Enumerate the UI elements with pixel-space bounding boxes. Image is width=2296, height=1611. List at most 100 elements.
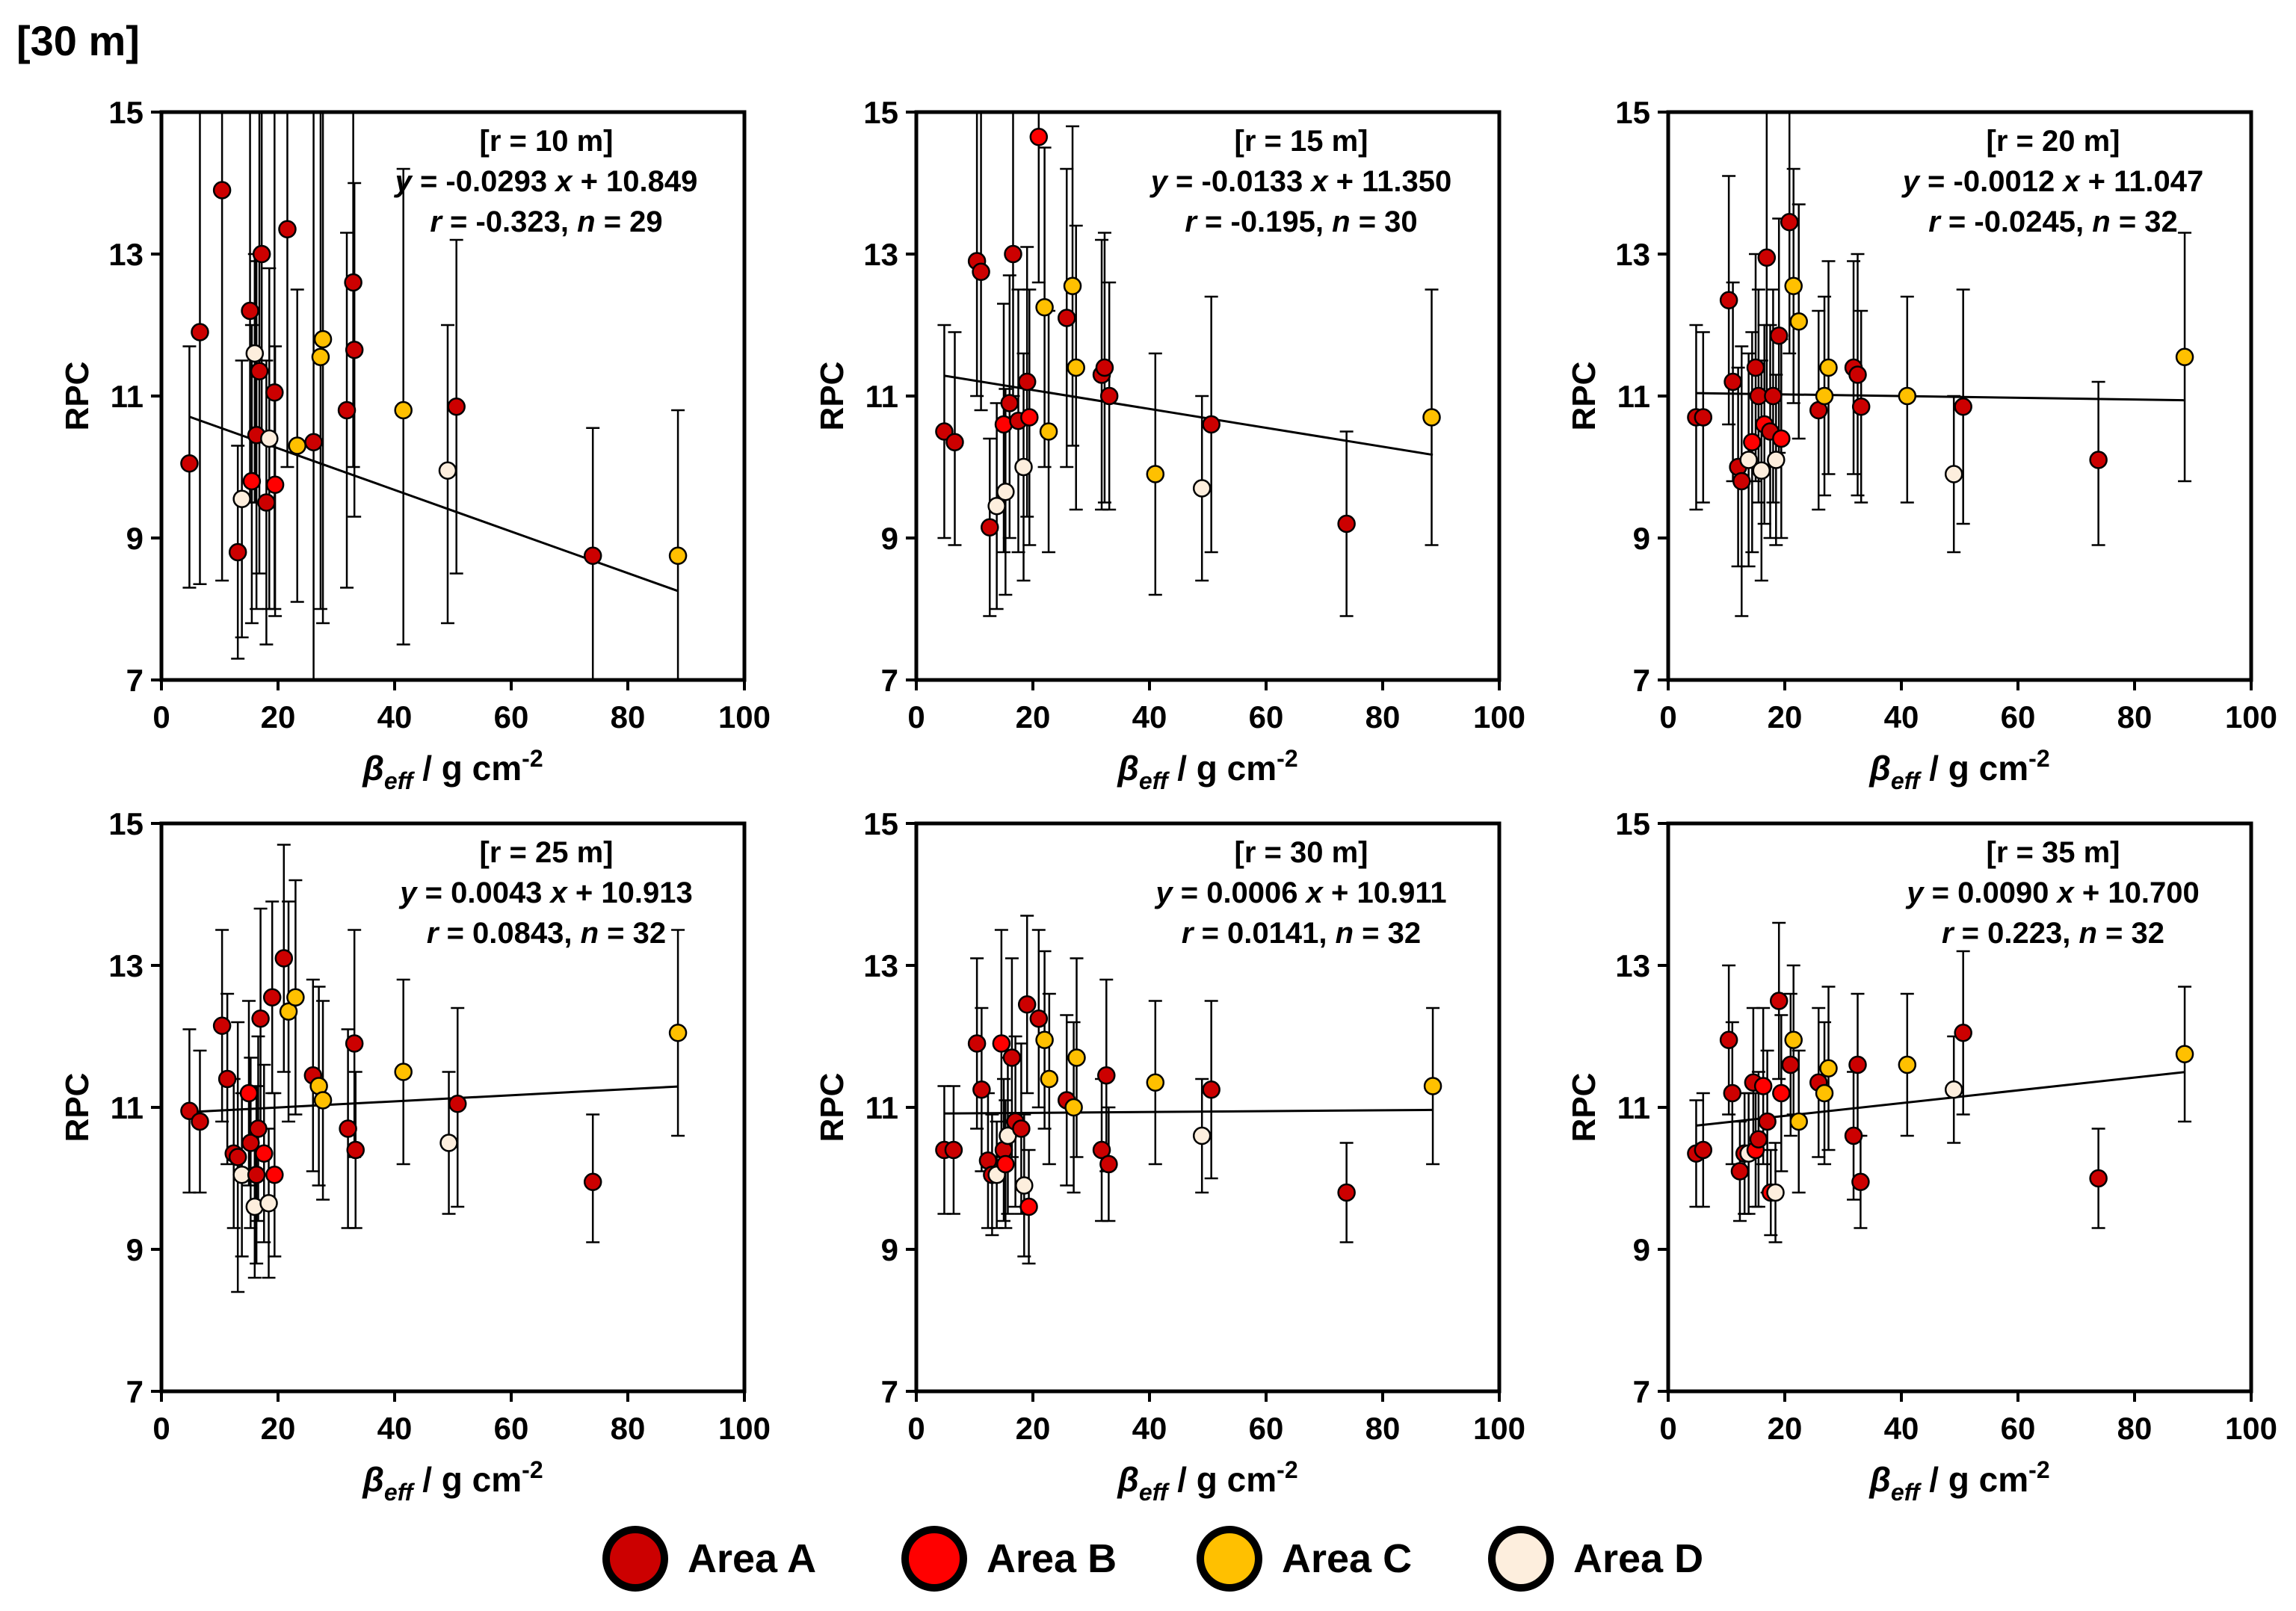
data-point-area-c — [1064, 1098, 1083, 1117]
data-point-area-c — [394, 1063, 413, 1081]
data-point-area-a — [1202, 415, 1220, 434]
data-point-area-a — [346, 1140, 365, 1160]
data-point-area-c — [2175, 347, 2194, 366]
data-point-area-a — [1017, 995, 1037, 1014]
data-point-area-a — [2089, 451, 2108, 469]
x-label-symbol: β — [1117, 1460, 1139, 1499]
data-point-area-a — [1954, 398, 1972, 416]
equation-intercept: + 10.700 — [2074, 876, 2200, 909]
data-point-area-a — [1202, 1080, 1220, 1099]
x-label-symbol: β — [362, 1460, 384, 1499]
data-point-area-b — [1019, 1197, 1038, 1216]
legend-marker — [610, 1533, 661, 1584]
data-point-area-b — [1772, 1083, 1791, 1103]
stats-n-symbol: n — [2079, 917, 2096, 950]
data-point-area-a — [262, 988, 282, 1007]
regression-equation: y = 0.0043 x + 10.913 — [398, 876, 692, 909]
y-tick-label: 13 — [863, 948, 898, 983]
x-tick-label: 0 — [152, 1411, 170, 1446]
data-point-area-d — [438, 461, 457, 480]
y-tick-label: 13 — [863, 237, 898, 272]
panel-title: [r = 15 m] — [1235, 125, 1368, 158]
data-point-area-a — [217, 1069, 237, 1089]
y-tick-label: 15 — [863, 806, 898, 841]
data-point-area-a — [1099, 1154, 1118, 1174]
correlation-stats: r = -0.195, n = 30 — [1185, 205, 1417, 238]
data-point-area-a — [1769, 992, 1789, 1010]
stats-n-value: = 32 — [599, 917, 666, 950]
y-tick-label: 11 — [111, 379, 144, 414]
data-point-area-a — [1012, 1119, 1031, 1138]
y-tick-label: 11 — [1617, 379, 1650, 414]
legend-label: Area D — [1573, 1536, 1703, 1581]
correlation-stats: r = -0.323, n = 29 — [430, 205, 662, 238]
data-point-area-a — [345, 1034, 364, 1053]
x-tick-label: 0 — [152, 699, 170, 735]
data-point-area-c — [1039, 422, 1058, 441]
equation-y-symbol: y — [1149, 165, 1169, 198]
y-tick-label: 13 — [1615, 948, 1650, 983]
data-point-area-a — [981, 518, 999, 537]
data-point-area-a — [1769, 327, 1789, 345]
data-point-area-a — [241, 301, 259, 321]
regression-equation: y = -0.0012 x + 11.047 — [1901, 165, 2204, 198]
y-tick-label: 7 — [126, 663, 144, 698]
equation-y-symbol: y — [1905, 876, 1925, 909]
x-tick-label: 20 — [1768, 1411, 1803, 1446]
y-tick-label: 15 — [108, 95, 144, 130]
stats-n-value: = 32 — [2111, 205, 2178, 238]
x-tick-label: 40 — [1132, 1411, 1167, 1446]
data-point-area-a — [1730, 1162, 1750, 1181]
data-point-area-a — [1092, 1140, 1111, 1160]
x-label-superscript: -2 — [522, 1456, 543, 1483]
data-point-area-c — [1784, 276, 1803, 295]
equation-slope: = 0.0043 — [417, 876, 551, 909]
y-tick-label: 7 — [1633, 663, 1650, 698]
equation-y-symbol: y — [1154, 876, 1173, 909]
plot-frame — [914, 821, 1502, 1394]
data-point-area-c — [1146, 465, 1165, 483]
y-tick-label: 7 — [881, 1374, 898, 1409]
data-point-area-c — [1067, 1048, 1086, 1067]
data-point-area-c — [279, 1002, 298, 1021]
chart-panel: 0 20 40 60 80 100 7 9 11 13 15 RPC βeff / g cm-2 [r =… — [59, 806, 771, 1506]
data-point-area-a — [278, 220, 297, 238]
data-layer — [180, 112, 688, 680]
data-point-area-c — [668, 1024, 688, 1042]
x-tick-label: 80 — [1365, 1411, 1401, 1446]
data-point-area-a — [1723, 1083, 1742, 1103]
data-point-area-b — [242, 471, 262, 491]
data-point-area-a — [265, 383, 284, 402]
data-point-area-b — [996, 1154, 1015, 1174]
x-axis-label: βeff / g cm-2 — [1868, 1456, 2049, 1506]
legend-label: Area B — [987, 1536, 1117, 1581]
data-point-area-a — [1746, 358, 1765, 377]
x-tick-label: 80 — [2117, 1411, 2152, 1446]
y-axis-label: RPC — [59, 1073, 96, 1142]
equation-x-symbol: x — [2056, 876, 2076, 909]
data-point-area-d — [1944, 465, 1963, 483]
data-point-area-a — [212, 1016, 232, 1035]
legend-label: Area C — [1282, 1536, 1412, 1581]
x-tick-label: 0 — [1659, 699, 1676, 735]
data-point-area-c — [1422, 408, 1441, 427]
data-point-area-a — [180, 454, 199, 473]
legend-item: Area C — [1197, 1526, 1412, 1592]
stats-r-symbol: r — [1185, 205, 1198, 238]
data-point-area-a — [972, 262, 990, 281]
data-point-area-d — [260, 429, 279, 448]
x-tick-label: 40 — [377, 1411, 413, 1446]
data-point-area-a — [1723, 372, 1742, 392]
equation-intercept: + 10.849 — [572, 165, 697, 198]
x-axis-label: βeff / g cm-2 — [362, 745, 543, 794]
plot-frame — [1666, 821, 2253, 1394]
data-point-area-c — [1035, 298, 1054, 317]
legend-item: Area A — [602, 1526, 816, 1592]
legend-label: Area A — [688, 1536, 816, 1581]
legend-marker — [909, 1533, 960, 1584]
data-point-area-a — [1757, 248, 1777, 267]
stats-r-symbol: r — [430, 205, 443, 238]
stats-n-symbol: n — [577, 205, 595, 238]
stats-n-symbol: n — [1336, 917, 1354, 950]
